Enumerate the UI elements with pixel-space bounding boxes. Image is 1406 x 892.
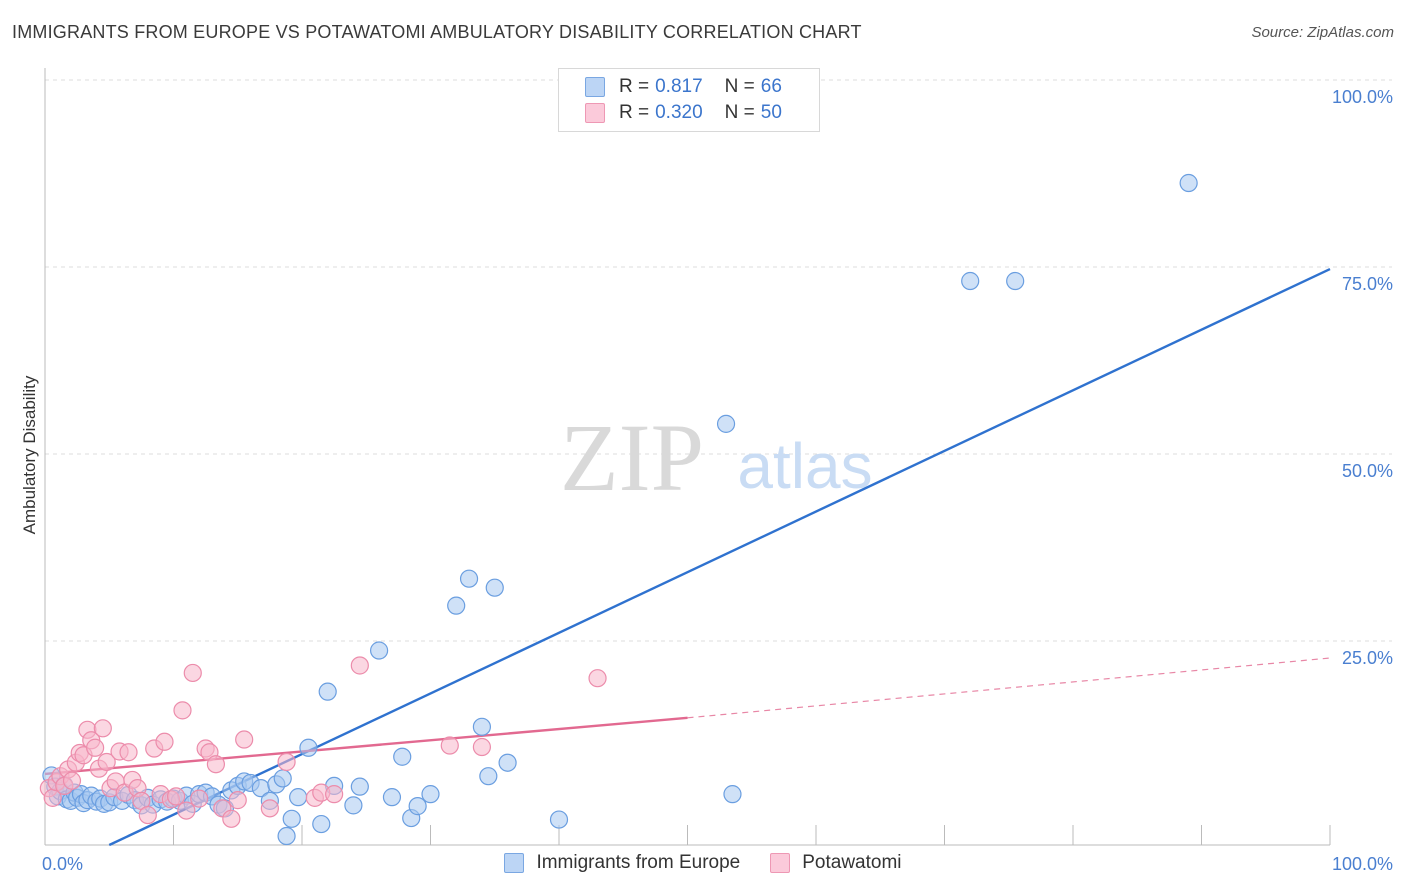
point-europe <box>350 777 369 796</box>
data-points <box>39 173 1198 846</box>
correlation-legend: R = 0.817 N = 66 R = 0.320 N = 50 <box>558 68 820 132</box>
point-europe <box>370 641 389 660</box>
series-legend: Immigrants from Europe Potawatomi <box>0 852 1406 874</box>
series-label-potawatomi: Potawatomi <box>802 852 902 873</box>
legend-n-label: N = <box>724 102 755 123</box>
legend-row-potawatomi: R = 0.320 N = 50 <box>585 100 782 126</box>
point-europe <box>421 785 440 804</box>
point-europe <box>289 788 308 807</box>
point-potawatomi <box>588 669 607 688</box>
point-europe <box>961 271 980 291</box>
point-potawatomi <box>173 701 192 720</box>
point-potawatomi <box>350 656 369 675</box>
x-tick-label: 100.0% <box>1332 854 1393 874</box>
point-potawatomi <box>235 730 254 749</box>
axes <box>44 68 1331 846</box>
legend-n-label: N = <box>724 76 755 97</box>
point-potawatomi <box>166 787 186 806</box>
source-label: Source: ZipAtlas.com <box>1251 24 1394 41</box>
point-europe <box>459 569 479 588</box>
point-europe <box>282 809 301 828</box>
point-potawatomi <box>97 752 116 772</box>
point-potawatomi <box>472 737 491 757</box>
point-europe <box>312 814 331 834</box>
y-tick-label: 50.0% <box>1342 461 1393 481</box>
point-europe <box>393 747 412 766</box>
series-swatch-potawatomi <box>770 853 791 873</box>
point-potawatomi <box>206 755 226 774</box>
point-europe <box>549 810 569 829</box>
point-potawatomi <box>325 785 344 804</box>
point-europe <box>716 414 736 433</box>
legend-r-value: 0.817 <box>655 76 703 97</box>
point-potawatomi <box>93 719 112 738</box>
point-potawatomi <box>222 809 241 828</box>
point-potawatomi <box>440 736 459 755</box>
legend-swatch-europe <box>585 77 605 97</box>
point-potawatomi <box>62 771 82 790</box>
point-europe <box>318 682 337 701</box>
x-tick-label: 0.0% <box>42 854 83 874</box>
point-potawatomi <box>228 791 247 810</box>
trend-lines <box>44 267 1331 847</box>
legend-n-value: 50 <box>760 102 782 123</box>
point-potawatomi <box>138 805 157 825</box>
legend-r-label: R = <box>619 102 650 123</box>
point-potawatomi <box>183 663 202 683</box>
series-legend-europe: Immigrants from Europe <box>504 852 740 874</box>
point-potawatomi <box>177 801 196 820</box>
legend-swatch-potawatomi <box>585 103 605 123</box>
series-legend-potawatomi: Potawatomi <box>770 852 902 874</box>
point-europe <box>472 717 491 736</box>
point-europe <box>299 738 318 757</box>
legend-row-europe: R = 0.817 N = 66 <box>585 74 782 100</box>
point-potawatomi <box>190 789 209 808</box>
watermark-atlas: atlas <box>737 430 872 502</box>
point-europe <box>1179 173 1198 193</box>
point-europe <box>723 785 742 804</box>
legend-r-value: 0.320 <box>655 102 703 123</box>
point-europe <box>498 753 517 772</box>
y-tick-label: 25.0% <box>1342 648 1393 668</box>
y-axis-label: Ambulatory Disability <box>20 375 39 534</box>
watermark: ZIP atlas <box>560 404 873 511</box>
chart-title: IMMIGRANTS FROM EUROPE VS POTAWATOMI AMB… <box>12 22 862 42</box>
trend-extension-potawatomi <box>687 657 1331 719</box>
point-potawatomi <box>260 799 279 818</box>
point-europe <box>277 826 296 846</box>
legend-r-label: R = <box>619 76 650 97</box>
grid-lines <box>45 79 1392 642</box>
point-europe <box>479 767 498 786</box>
point-europe <box>447 596 466 615</box>
point-potawatomi <box>86 738 105 757</box>
point-potawatomi <box>155 732 174 751</box>
y-tick-label: 100.0% <box>1332 87 1393 107</box>
point-europe <box>344 796 363 815</box>
point-europe <box>1006 271 1025 291</box>
point-potawatomi <box>277 752 296 772</box>
point-europe <box>382 788 402 807</box>
point-potawatomi <box>119 743 138 762</box>
point-europe <box>408 797 427 816</box>
y-tick-label: 75.0% <box>1342 274 1393 294</box>
point-europe <box>485 578 504 597</box>
point-europe <box>273 769 292 788</box>
series-label-europe: Immigrants from Europe <box>536 852 741 873</box>
trend-line-potawatomi <box>44 716 688 776</box>
series-swatch-europe <box>504 853 525 873</box>
watermark-zip: ZIP <box>560 404 704 511</box>
tick-labels: 25.0% 50.0% 75.0% 100.0% 0.0% 100.0% <box>42 87 1393 874</box>
legend-n-value: 66 <box>760 76 782 97</box>
